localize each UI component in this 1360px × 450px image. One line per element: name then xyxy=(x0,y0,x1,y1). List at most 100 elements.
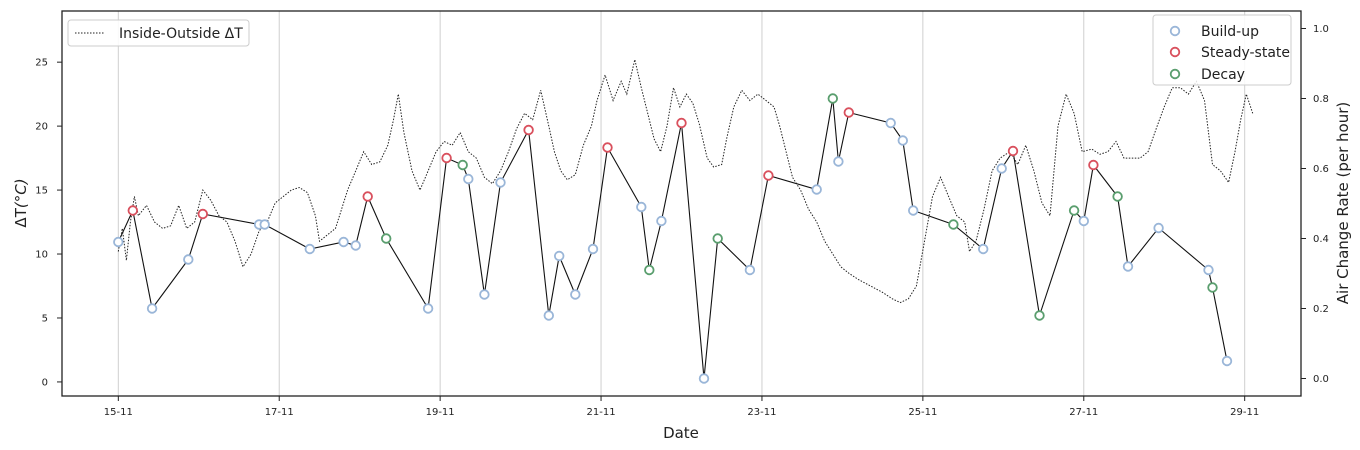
marker-build-up xyxy=(1203,264,1214,276)
x-tick-label: 23-11 xyxy=(747,407,776,418)
legend-right: Build-up Steady-state Decay xyxy=(1152,14,1292,86)
x-tick-label: 15-11 xyxy=(104,407,133,418)
marker-build-up xyxy=(543,310,555,321)
marker-build-up xyxy=(636,201,647,213)
right-y-axis-title: Air Change Rate (per hour) xyxy=(1334,102,1352,304)
legend-buildup-label: Build-up xyxy=(1201,24,1259,40)
left-y-axis-title: ΔT(°C) xyxy=(12,178,30,227)
left-y-tick-label: 10 xyxy=(35,250,48,261)
marker-build-up xyxy=(1153,222,1164,234)
x-tick-label: 19-11 xyxy=(426,407,455,418)
left-y-tick-label: 0 xyxy=(42,377,48,388)
marker-build-up xyxy=(422,303,434,314)
marker-decay xyxy=(712,233,723,244)
left-y-axis-ticks: 0 5 10 15 20 25 xyxy=(35,58,62,388)
marker-steady-state xyxy=(843,107,855,118)
marker-decay xyxy=(1207,282,1218,293)
marker-decay xyxy=(644,264,655,276)
marker-decay xyxy=(827,93,839,104)
x-tick-label: 29-11 xyxy=(1230,407,1259,418)
marker-build-up xyxy=(1122,261,1134,272)
marker-steady-state xyxy=(1088,159,1099,171)
marker-build-up xyxy=(698,373,710,384)
marker-steady-state xyxy=(1007,145,1019,157)
legend-steady-state-label: Steady-state xyxy=(1201,45,1290,61)
marker-build-up xyxy=(570,289,581,300)
right-y-tick-label: 0.0 xyxy=(1313,374,1329,385)
marker-steady-state xyxy=(676,117,687,129)
marker-build-up xyxy=(811,184,822,195)
marker-build-up xyxy=(183,254,194,265)
marker-build-up xyxy=(1078,215,1090,227)
legend-decay-swatch xyxy=(1169,68,1181,80)
marker-decay xyxy=(457,159,468,171)
marker-steady-state xyxy=(763,170,774,181)
marker-steady-state xyxy=(602,142,613,153)
plot-frame xyxy=(61,10,1302,397)
right-y-tick-label: 1.0 xyxy=(1313,24,1329,35)
delta-t-series-line xyxy=(117,59,1254,304)
right-y-tick-label: 0.6 xyxy=(1313,164,1329,175)
marker-build-up xyxy=(554,250,565,262)
x-axis-title: Date xyxy=(663,424,699,442)
marker-build-up xyxy=(897,135,909,146)
air-change-line-layer xyxy=(117,98,1228,379)
x-tick-label: 25-11 xyxy=(908,407,937,418)
x-axis-ticks: 15-11 17-11 19-11 21-11 23-11 25-11 27-11 29-11 xyxy=(104,396,1259,418)
marker-build-up xyxy=(113,236,124,248)
left-y-axis-title-unit: (°C) xyxy=(12,178,30,208)
marker-build-up xyxy=(350,240,361,251)
marker-decay xyxy=(1068,205,1080,216)
legend-right-box xyxy=(1152,14,1292,86)
legend-left-label: Inside-Outside ΔT xyxy=(119,26,243,42)
x-tick-label: 17-11 xyxy=(265,407,294,418)
air-change-series-line xyxy=(117,98,1228,379)
marker-build-up xyxy=(996,163,1007,174)
legend-decay-label: Decay xyxy=(1201,67,1245,83)
marker-build-up xyxy=(908,205,919,216)
marker-steady-state xyxy=(127,205,139,216)
marker-build-up xyxy=(587,243,599,255)
marker-decay xyxy=(948,219,959,230)
legend-left-box xyxy=(67,19,250,47)
left-y-tick-label: 5 xyxy=(42,313,48,324)
right-y-tick-label: 0.8 xyxy=(1313,94,1329,105)
legend-left: Inside-Outside ΔT xyxy=(67,19,250,47)
marker-build-up xyxy=(146,303,158,314)
marker-decay xyxy=(1034,310,1045,321)
marker-steady-state xyxy=(362,191,373,202)
marker-build-up xyxy=(495,177,506,188)
x-tick-label: 27-11 xyxy=(1069,407,1098,418)
left-y-tick-label: 25 xyxy=(35,58,48,69)
right-y-tick-label: 0.2 xyxy=(1313,304,1329,315)
marker-steady-state xyxy=(441,152,452,164)
marker-build-up xyxy=(304,243,316,255)
svg-text:ΔT(°C): ΔT(°C) xyxy=(12,178,30,227)
marker-steady-state xyxy=(197,208,209,220)
right-y-axis-ticks: 0.0 0.2 0.4 0.6 0.8 1.0 xyxy=(1301,24,1329,385)
marker-build-up xyxy=(463,173,474,185)
delta-t-line-layer xyxy=(117,59,1254,304)
marker-build-up xyxy=(479,289,490,300)
marker-build-up xyxy=(1221,355,1233,367)
left-y-axis-title-main: ΔT xyxy=(12,207,30,227)
marker-decay xyxy=(381,233,392,244)
right-y-axis-title-text: Air Change Rate (per hour) xyxy=(1334,102,1352,304)
marker-build-up xyxy=(885,117,896,129)
phase-marker-layer xyxy=(113,93,1233,384)
x-tick-label: 21-11 xyxy=(587,407,616,418)
left-y-tick-label: 20 xyxy=(35,122,48,133)
marker-build-up xyxy=(978,243,989,255)
marker-steady-state xyxy=(523,124,534,136)
marker-build-up xyxy=(338,236,349,248)
legend-buildup-swatch xyxy=(1169,25,1181,37)
marker-build-up xyxy=(744,264,756,276)
gridlines xyxy=(117,11,1246,396)
left-y-tick-label: 15 xyxy=(35,186,48,197)
marker-build-up xyxy=(656,215,667,227)
legend-steady-state-swatch xyxy=(1169,46,1181,58)
right-y-tick-label: 0.4 xyxy=(1313,234,1329,245)
marker-build-up xyxy=(833,156,844,167)
marker-decay xyxy=(1112,191,1123,202)
